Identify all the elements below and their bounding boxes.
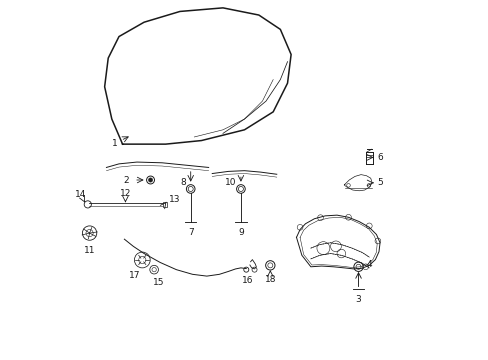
Text: 16: 16: [242, 276, 253, 285]
Text: 6: 6: [376, 153, 382, 162]
Text: 13: 13: [168, 195, 180, 204]
Text: 4: 4: [366, 261, 371, 270]
Text: 14: 14: [74, 190, 86, 199]
Text: 17: 17: [129, 271, 141, 280]
Bar: [163, 202, 167, 207]
Text: 10: 10: [224, 178, 236, 187]
Text: 12: 12: [120, 189, 131, 198]
Text: 18: 18: [264, 275, 276, 284]
Text: 5: 5: [376, 178, 382, 187]
Circle shape: [148, 178, 152, 182]
Text: 7: 7: [187, 228, 193, 237]
Text: 1: 1: [112, 139, 117, 148]
Text: 3: 3: [355, 295, 361, 304]
Text: 9: 9: [238, 228, 244, 237]
Text: 15: 15: [152, 278, 164, 287]
Text: 11: 11: [83, 246, 95, 255]
Text: 2: 2: [123, 176, 129, 185]
Text: 8: 8: [180, 178, 186, 187]
